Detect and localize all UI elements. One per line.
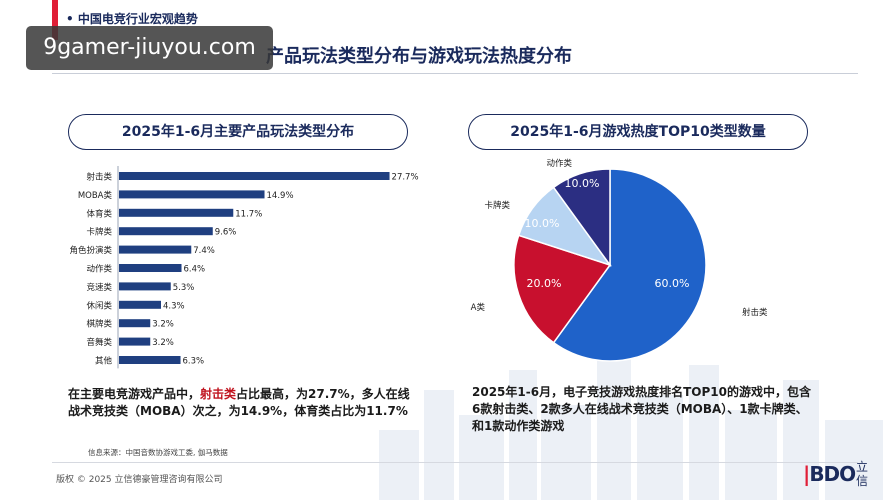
- bar-value-label: 6.3%: [183, 357, 205, 367]
- bar-value-label: 11.7%: [235, 209, 262, 219]
- source-note: 信息来源：中国音数协游戏工委, 伽马数据: [88, 448, 228, 457]
- left-description-text-pre: 在主要电竞游戏产品中，: [68, 387, 201, 401]
- pie-value-label: 10.0%: [565, 177, 600, 190]
- pie-slice: [552, 168, 707, 362]
- bar-category-label: 卡牌类: [86, 227, 112, 238]
- bar-chart-title: 2025年1-6月主要产品玩法类型分布: [68, 114, 408, 150]
- bar: [119, 245, 192, 254]
- footer-divider: [52, 462, 858, 463]
- bar-value-label: 9.6%: [215, 228, 237, 238]
- bar-value-label: 3.2%: [152, 338, 174, 348]
- page-title: 产品玩法类型分布与游戏玩法热度分布: [266, 46, 572, 67]
- pie-category-label: MOBA类: [470, 302, 485, 313]
- pie-value-label: 60.0%: [655, 277, 690, 290]
- bar-category-label: 角色扮演类: [69, 245, 112, 256]
- bar-category-label: 棋牌类: [86, 319, 112, 330]
- bar-category-label: 其他: [95, 356, 113, 367]
- pie-category-label: 射击类: [742, 307, 768, 318]
- bar: [119, 300, 161, 309]
- bar: [119, 356, 181, 364]
- left-description-text-post: 占比最高，为27.7%，多人在线战术竞技类（MOBA）次之，为14.9%，体育类…: [68, 387, 410, 418]
- right-description: 2025年1-6月，电子竞技游戏热度排名TOP10的游戏中，包含6款射击类、2款…: [472, 385, 811, 433]
- pie-slice: [513, 234, 612, 344]
- city-skyline-background: [379, 350, 883, 500]
- bar: [119, 227, 213, 236]
- pie-chart-title: 2025年1-6月游戏热度TOP10类型数量: [468, 114, 808, 150]
- bar-category-label: 动作类: [86, 264, 112, 275]
- bar-category-label: 音舞类: [86, 337, 112, 348]
- bdo-logo: |BDO: [803, 462, 856, 486]
- bar-value-label: 14.9%: [267, 191, 294, 201]
- bar-category-label: 射击类: [86, 172, 112, 183]
- bar-value-label: 6.4%: [184, 265, 206, 275]
- header-accent-bar: [52, 0, 58, 40]
- bar: [119, 319, 151, 328]
- bar-category-label: MOBA类: [78, 190, 113, 201]
- bar-value-label: 7.4%: [193, 246, 215, 256]
- pie-chart: 60.0% 射击类 20.0% MOBA类 10.0% 卡牌类 10.0% 动作类: [470, 158, 768, 362]
- bar-value-label: 5.3%: [173, 283, 195, 293]
- bar: [119, 172, 390, 180]
- bdo-logo-chinese: 立信: [856, 460, 869, 488]
- pie-category-label: 动作类: [546, 158, 572, 169]
- title-divider: [52, 73, 858, 74]
- bar: [119, 282, 171, 291]
- bar-category-label: 体育类: [86, 208, 112, 219]
- pie-category-label: 卡牌类: [484, 200, 510, 211]
- left-description: 在主要电竞游戏产品中，射击类占比最高，为27.7%，多人在线战术竞技类（MOBA…: [68, 386, 413, 420]
- bar-chart: 射击类 27.7% MOBA类 14.9% 体育类 11.7% 卡牌类 9.6% 角色扮演类 7.…: [69, 166, 419, 369]
- bar-value-label: 3.2%: [152, 320, 174, 330]
- watermark-overlay: 9gamer-jiuyou.com: [26, 26, 273, 70]
- pie-value-label: 10.0%: [525, 217, 560, 230]
- pie-value-label: 20.0%: [527, 277, 562, 290]
- bar-category-label: 休闲类: [86, 300, 112, 311]
- bar: [119, 337, 151, 346]
- bar-value-label: 4.3%: [163, 301, 185, 311]
- pie-slice: [552, 168, 611, 268]
- section-label: • 中国电竞行业宏观趋势: [66, 12, 198, 26]
- copyright-text: 版权 © 2025 立信德豪管理咨询有限公司: [56, 475, 223, 485]
- bdo-logo-text: BDO: [809, 462, 856, 486]
- bar-value-label: 27.7%: [392, 173, 419, 183]
- bar: [119, 208, 234, 217]
- bar: [119, 190, 265, 199]
- bar-category-label: 竞速类: [86, 282, 112, 293]
- left-description-highlight: 射击类: [200, 387, 237, 401]
- bar: [119, 264, 182, 272]
